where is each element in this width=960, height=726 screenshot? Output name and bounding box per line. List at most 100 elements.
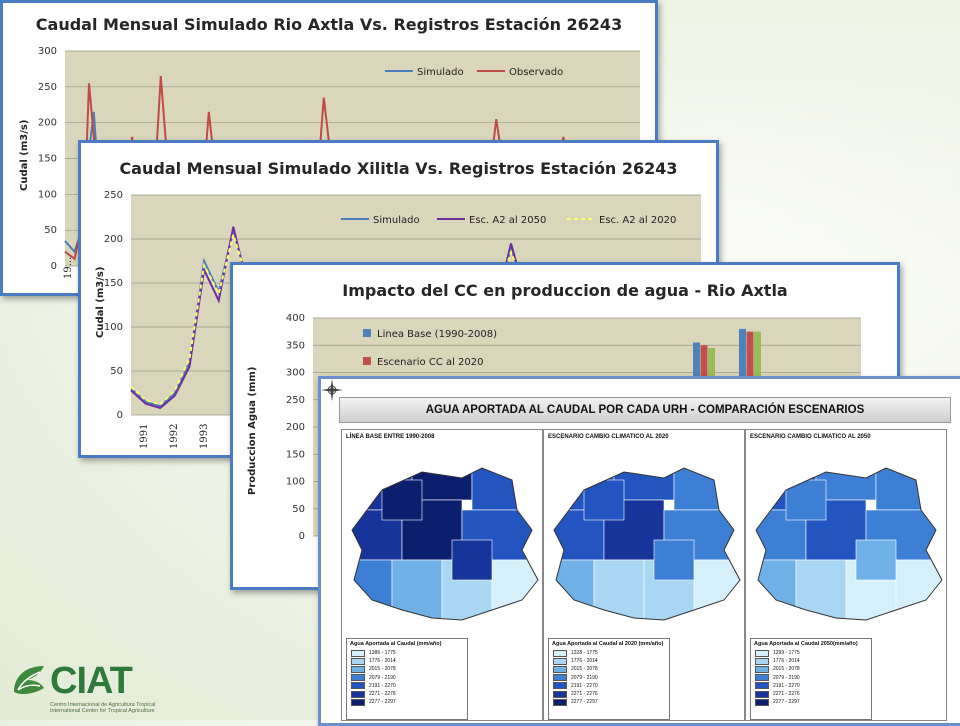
map-legend-swatch [553,698,567,706]
y-tick-label: 0 [51,261,57,272]
legend-label: Simulado [417,67,464,78]
map-legend-class: 2079 - 2190 [571,674,598,681]
map-legend-swatch [553,649,567,657]
map-legend-swatch [755,698,769,706]
map-legend-class: 2079 - 2190 [369,674,396,681]
map-legend-row: 2277 - 2297 [549,698,669,706]
legend-swatch [363,329,371,337]
map-legend-row: 2191 - 2270 [347,682,467,690]
ciat-logo: CIAT Centro Internacional de Agricultura… [10,660,160,716]
map-legend-class: 2015 - 2078 [571,666,598,673]
basin-map [351,467,539,621]
map-legend-row: 2271 - 2276 [549,690,669,698]
x-tick-label: 1993 [199,424,210,449]
map-panel: AGUA APORTADA AL CAUDAL POR CADA URH - C… [318,376,960,726]
map-legend-swatch [351,698,365,706]
y-tick-label: 50 [44,225,57,236]
map-legend-row: 1776 - 2014 [751,657,871,665]
map-legend-row: 1299 - 1775 [751,649,871,657]
map-legend-class: 2277 - 2297 [571,699,598,706]
map-scenario-1: LÍNEA BASE ENTRE 1990-2008 Agua Aportada … [341,429,543,721]
y-tick-label: 100 [104,322,123,333]
legend-label: Escenario CC al 2020 [377,357,484,368]
logo-subtitle-en: International Center for Tropical Agricu… [50,708,155,714]
map-legend-swatch [755,682,769,690]
logo-subtitle-es: Centro Internacional de Agricultura Trop… [50,702,156,708]
legend-swatch [363,357,371,365]
map-scenario-label: LÍNEA BASE ENTRE 1990-2008 [346,434,435,440]
map-legend-class: 2277 - 2297 [773,699,800,706]
map-legend-class: 1386 - 1775 [369,650,396,657]
x-tick-label: 1992 [169,424,180,449]
map-legend-row: 2277 - 2297 [347,698,467,706]
map-legend-row: 2271 - 2276 [347,690,467,698]
y-tick-label: 400 [286,313,305,324]
y-tick-label: 150 [38,154,57,165]
map-region [471,468,538,511]
map-legend-row: 2015 - 2078 [751,665,871,673]
map-scenario-label: ESCENARIO CAMBIO CLIMATICO AL 2050 [750,434,871,440]
chart-title-xilitla: Caudal Mensual Simulado Xilitla Vs. Regi… [119,159,678,178]
map-region [653,539,695,581]
map-legend: Agua Aportada al Caudal al 2020 (mm/año)… [548,638,670,720]
map-legend: Agua Aportada al Caudal (mm/año) 1386 - 1… [346,638,468,720]
map-scenario-2: ESCENARIO CAMBIO CLIMATICO AL 2020 Agua A… [543,429,745,721]
y-axis-label: Cudal (m3/s) [95,267,106,338]
map-title: AGUA APORTADA AL CAUDAL POR CADA URH - C… [339,397,951,423]
legend-label: Observado [509,67,563,78]
basin-outline [755,467,943,621]
map-legend-class: 1776 - 2014 [773,658,800,665]
map-region [673,468,740,511]
map-region [491,559,538,620]
y-tick-label: 50 [292,504,305,515]
y-tick-label: 300 [38,46,57,57]
y-tick-label: 150 [104,278,123,289]
compass-icon [321,379,343,401]
map-legend-title: Agua Aportada al Caudal 2050(mm/año) [754,641,858,647]
y-tick-label: 50 [110,366,123,377]
map-legend-row: 2277 - 2297 [751,698,871,706]
y-tick-label: 100 [38,189,57,200]
map-legend-swatch [351,674,365,682]
y-axis-label: Cudal (m3/s) [19,120,30,191]
map-scenario-label: ESCENARIO CAMBIO CLIMATICO AL 2020 [548,434,669,440]
map-legend-class: 1328 - 1775 [571,650,598,657]
map-legend-row: 1328 - 1775 [549,649,669,657]
chart-title-axtla: Caudal Mensual Simulado Rio Axtla Vs. Re… [35,15,623,34]
map-legend-swatch [351,665,365,673]
map-legend-swatch [553,665,567,673]
map-legend-swatch [553,682,567,690]
chart-title-impacto: Impacto del CC en produccion de agua - R… [342,281,788,300]
y-tick-label: 250 [286,395,305,406]
map-legend-class: 2277 - 2297 [369,699,396,706]
y-tick-label: 200 [286,422,305,433]
legend-label: Linea Base (1990-2008) [377,329,497,340]
map-legend-class: 2079 - 2190 [773,674,800,681]
map-legend-class: 2191 - 2270 [369,682,396,689]
map-region [381,479,423,521]
map-legend-row: 2015 - 2078 [549,665,669,673]
map-legend-row: 1386 - 1775 [347,649,467,657]
logo-wordmark: CIAT [50,660,133,702]
map-legend-class: 2271 - 2276 [571,691,598,698]
map-region [895,559,942,620]
map-region [785,479,827,521]
map-scenario-3: ESCENARIO CAMBIO CLIMATICO AL 2050 Agua A… [745,429,947,721]
map-legend-class: 2015 - 2078 [773,666,800,673]
map-legend-swatch [755,657,769,665]
y-tick-label: 300 [286,368,305,379]
map-region [451,539,493,581]
map-legend-swatch [755,649,769,657]
y-tick-label: 350 [286,340,305,351]
map-legend-class: 2271 - 2276 [369,691,396,698]
map-legend-swatch [351,657,365,665]
x-tick-label: 1991 [139,424,150,449]
map-region [875,468,942,511]
map-region [583,479,625,521]
map-legend-swatch [553,657,567,665]
map-legend-class: 1299 - 1775 [773,650,800,657]
y-tick-label: 200 [38,118,57,129]
map-legend-swatch [351,682,365,690]
y-tick-label: 100 [286,477,305,488]
map-legend-swatch [553,674,567,682]
